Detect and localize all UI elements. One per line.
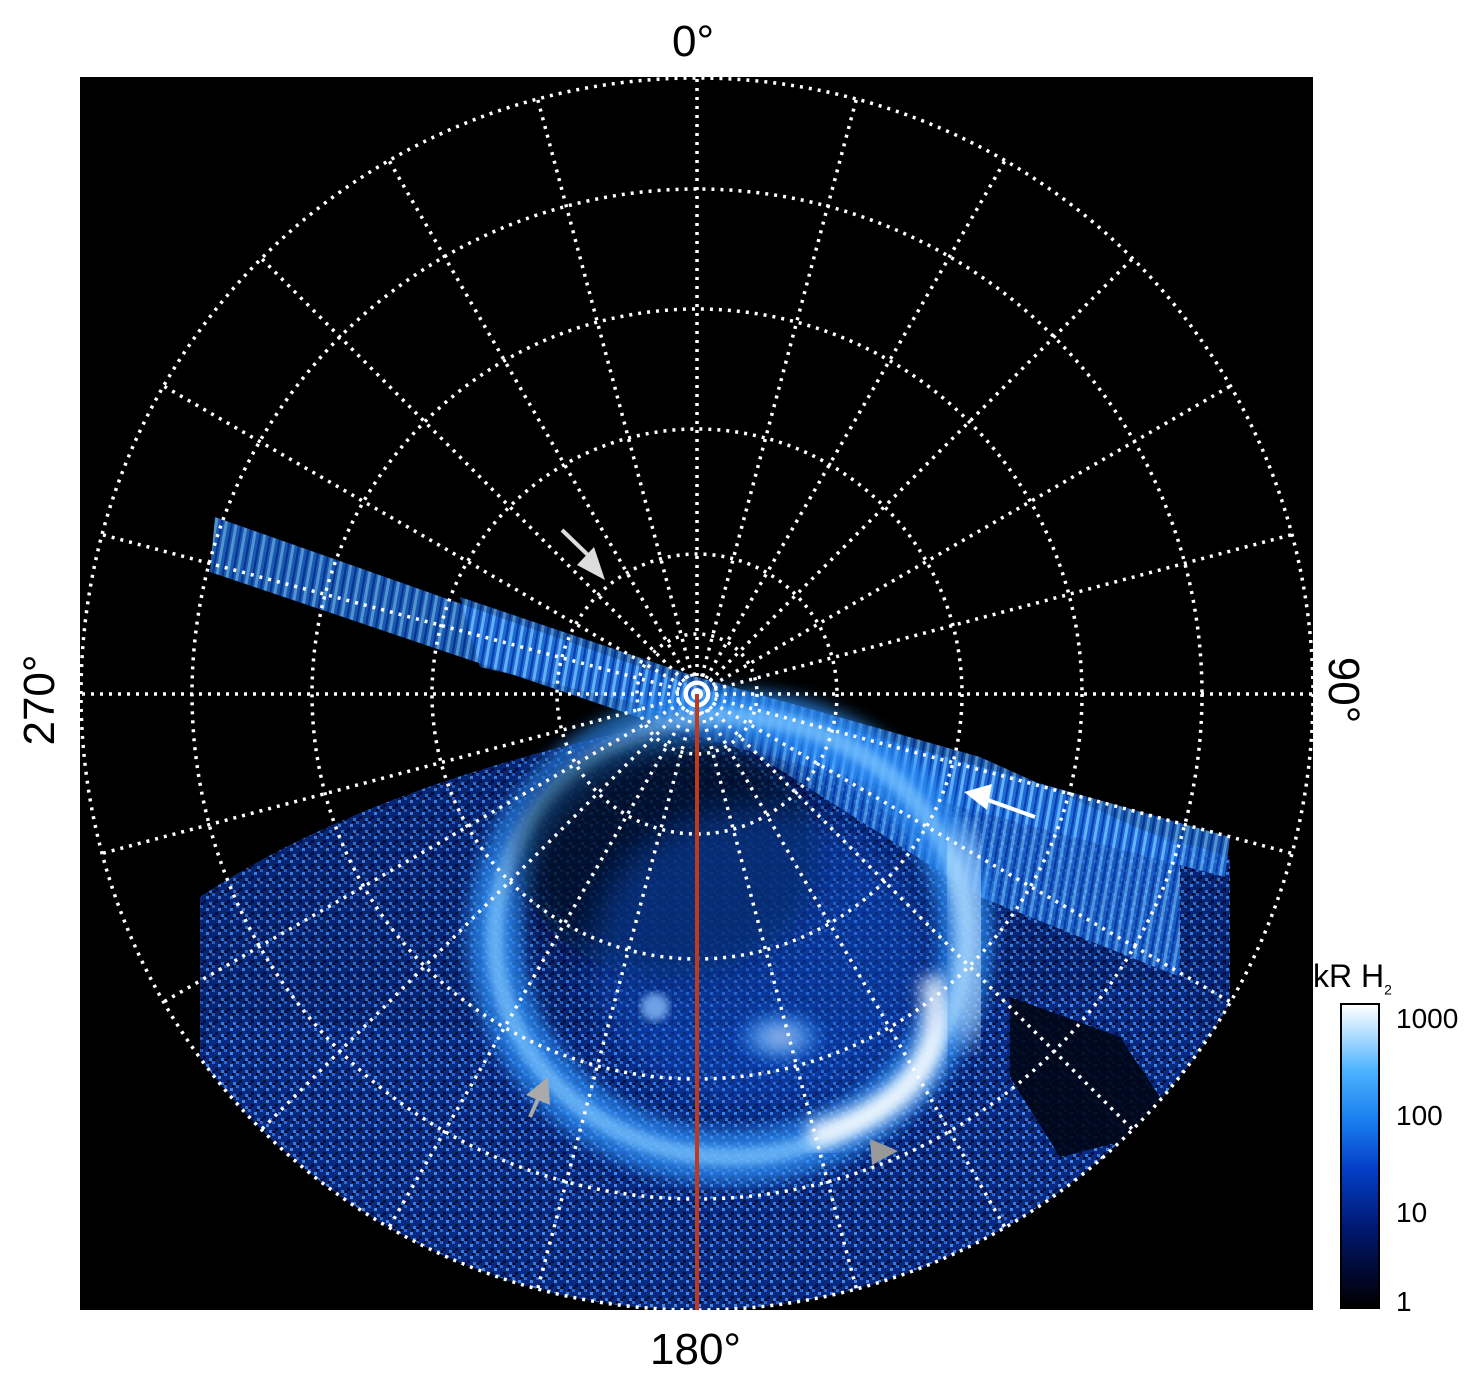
grid-meridian (387, 693, 699, 1229)
grid-meridian (695, 98, 859, 695)
grid-meridian (695, 692, 1134, 1131)
grid-circle (635, 632, 759, 756)
grid-meridian (162, 692, 698, 1004)
grid-meridian (162, 384, 698, 696)
grid-meridian (535, 693, 699, 1290)
colorbar-tick-10: 10 (1396, 1197, 1428, 1228)
grid-meridian (696, 384, 1232, 696)
angle-label-270: 270° (15, 654, 64, 746)
grid-meridian (695, 693, 859, 1290)
grid-meridian (101, 692, 698, 856)
grid-circle (555, 552, 839, 836)
grid-meridian (696, 692, 1293, 856)
polar-aurora-image (80, 77, 1313, 1310)
grid-meridian (387, 159, 699, 695)
grid-meridian (695, 159, 1007, 695)
grid-meridian (260, 257, 699, 696)
arrow-gray-lower-left (526, 1077, 550, 1118)
arrow-white-right (964, 784, 1036, 819)
angle-label-180: 180° (650, 1325, 742, 1374)
angle-label-0: 0° (672, 17, 715, 66)
grid-meridian (695, 257, 1134, 696)
grid-meridian (695, 693, 1007, 1229)
grid-meridian (696, 692, 1232, 1004)
grid-meridian (535, 98, 699, 695)
arrow-white-upper-left (560, 528, 605, 580)
colorbar-title: kR H2 (1313, 958, 1392, 998)
colorbar-tick-1: 1 (1396, 1286, 1412, 1317)
grid-circle (80, 77, 1313, 1310)
colorbar (1340, 1003, 1380, 1309)
colorbar-tick-100: 100 (1396, 1100, 1443, 1131)
angle-label-90: 90° (1319, 656, 1368, 724)
grid-meridian (101, 532, 698, 696)
grid-meridian (260, 692, 699, 1131)
arrow-gray-lower-right (870, 1139, 898, 1165)
grid-meridian (696, 532, 1293, 696)
colorbar-tick-1000: 1000 (1396, 1003, 1459, 1034)
